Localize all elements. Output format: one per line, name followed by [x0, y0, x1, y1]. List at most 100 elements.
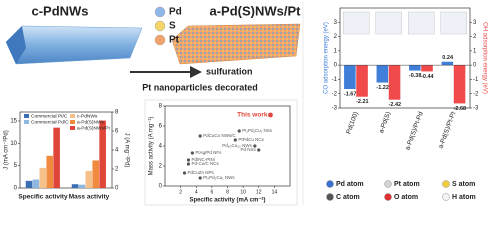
x-tick-label: a-Pd(S)/Pt-Pt: [437, 111, 457, 150]
value-label: -1.67: [344, 91, 357, 97]
nanowire: [5, 25, 143, 65]
nanowire-decorated: [171, 23, 301, 65]
y2-tick-label: -3: [473, 106, 479, 112]
y2-tick-label: -1: [473, 77, 479, 83]
point-label: PdCuCo NWs/C: [203, 133, 236, 138]
y-axis-label: Mass activity (A mg⁻¹): [149, 117, 155, 176]
bar: [376, 65, 389, 83]
arrow-label: Pt nanoparticles decorated: [142, 82, 258, 92]
legend-label: a-Pd(S)NWs: [77, 119, 105, 125]
x-tick-label: 14: [272, 189, 278, 195]
x-tick-label: 6: [210, 189, 213, 195]
point: [257, 148, 261, 152]
value-label: -0.44: [421, 74, 434, 80]
structure-thumbnail: [440, 11, 467, 35]
plot-frame: [339, 7, 471, 109]
legend-swatch: [24, 114, 29, 118]
legend-label: a-Pd(S)NWs/Pt: [77, 125, 110, 131]
x-tick-label: 4: [195, 189, 198, 195]
structure-thumbnail: [408, 11, 435, 35]
structure-thumbnail: [343, 11, 370, 35]
y-tick-label: 4: [159, 144, 163, 150]
point: [198, 176, 202, 180]
point-label: Pd₈₀Cu₂₀ NWs: [222, 143, 252, 148]
legend-label: Commercial Pt/C: [31, 113, 68, 119]
legend-swatch: [384, 180, 392, 188]
bar: [441, 61, 454, 66]
y-tick-label: 0: [159, 184, 163, 190]
y2-tick-label: 3: [473, 20, 477, 26]
y2-tick-label: 2: [115, 167, 119, 173]
point-label: PdCuZn NPs: [188, 170, 215, 175]
value-label: -2.21: [356, 99, 369, 105]
bar: [25, 180, 33, 188]
x-tick-label: 10: [240, 189, 246, 195]
bar: [32, 179, 40, 188]
legend-label: S: [169, 21, 176, 32]
point: [186, 158, 191, 162]
legend-label: C atom: [336, 194, 360, 201]
y2-tick-label: 6: [115, 129, 119, 135]
y2-tick-label: 1: [473, 48, 477, 54]
legend-swatch: [326, 180, 334, 188]
point: [237, 129, 241, 133]
point-label: Pt₂Pd₂Cu₁ NWs: [203, 175, 235, 180]
y-tick-label: 5: [14, 163, 18, 169]
graphical-abstract: c-PdNWs a-Pd(S)NWs/Pt sulfuration Pt nan…: [4, 2, 487, 206]
bar: [453, 65, 466, 104]
y-tick-label: 0: [334, 63, 338, 69]
point: [268, 112, 273, 118]
bar: [388, 65, 401, 100]
label: a-Pd(S)NWs/Pt: [210, 3, 302, 18]
illustration: c-PdNWs a-Pd(S)NWs/Pt sulfuration Pt nan…: [5, 3, 302, 92]
arrow-label: sulfuration: [206, 66, 253, 76]
legend-label: Pd atom: [336, 181, 364, 188]
y-axis-label: CO adsorption energy (eV): [324, 22, 330, 94]
y-tick-label: 10: [10, 141, 17, 147]
x-tick-label: 2: [179, 189, 182, 195]
bar: [39, 167, 47, 188]
value-label: -2.68: [454, 106, 467, 112]
point-label: Pd NSs: [240, 147, 256, 152]
x-tick-label: Mass activity: [69, 194, 110, 201]
bar: [409, 65, 421, 71]
legend-swatch: [154, 6, 166, 18]
point-label: Pt₁Pd₁Cu₁ NSs: [242, 128, 273, 133]
panel-frame: [144, 99, 298, 206]
point: [198, 134, 202, 138]
x-tick-label: Specific activity: [18, 194, 68, 201]
nanowire-end: [6, 26, 26, 64]
legend-label: Pt: [169, 35, 180, 46]
x-tick-label: 8: [226, 189, 229, 195]
y2-tick-label: 2: [473, 34, 477, 40]
y-tick-label: 0: [14, 186, 18, 192]
bar: [99, 120, 106, 188]
legend-label: c-PdNWs: [77, 113, 98, 119]
bar: [356, 65, 368, 97]
point-label: Pd-Co/C NCs: [191, 161, 219, 166]
y-axis-label: J (mA cm⁻²Pd): [4, 130, 10, 170]
y-tick-label: -1: [332, 77, 338, 83]
point-label: This work: [237, 112, 268, 119]
point-label: PtAg/Pd NFs: [195, 150, 222, 155]
bar: [92, 160, 100, 188]
value-label: 0.24: [442, 55, 454, 61]
y-tick-label: 6: [159, 124, 163, 130]
bar: [53, 127, 60, 188]
bar: [421, 65, 433, 72]
bar: [46, 155, 54, 188]
legend-swatch: [70, 114, 75, 118]
y-tick-label: 15: [10, 119, 17, 125]
legend-label: H atom: [452, 194, 476, 201]
y-tick-label: 2: [159, 164, 163, 170]
point-label: Pd/NC-PtNi: [191, 157, 214, 162]
value-label: -2.42: [389, 102, 402, 108]
legend-label: Commercial Pd/C: [31, 119, 69, 125]
point: [182, 171, 187, 175]
value-label: -0.38: [409, 73, 422, 79]
point: [190, 151, 194, 155]
bar: [85, 170, 93, 188]
point-label: PtPdCu NCs: [238, 137, 264, 142]
legend-label: Pd: [169, 7, 182, 18]
bar: [344, 65, 356, 89]
